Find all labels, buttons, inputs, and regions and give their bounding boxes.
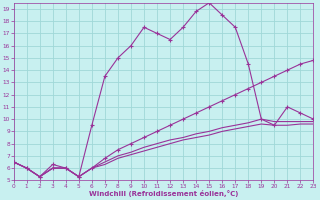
X-axis label: Windchill (Refroidissement éolien,°C): Windchill (Refroidissement éolien,°C) xyxy=(89,190,238,197)
